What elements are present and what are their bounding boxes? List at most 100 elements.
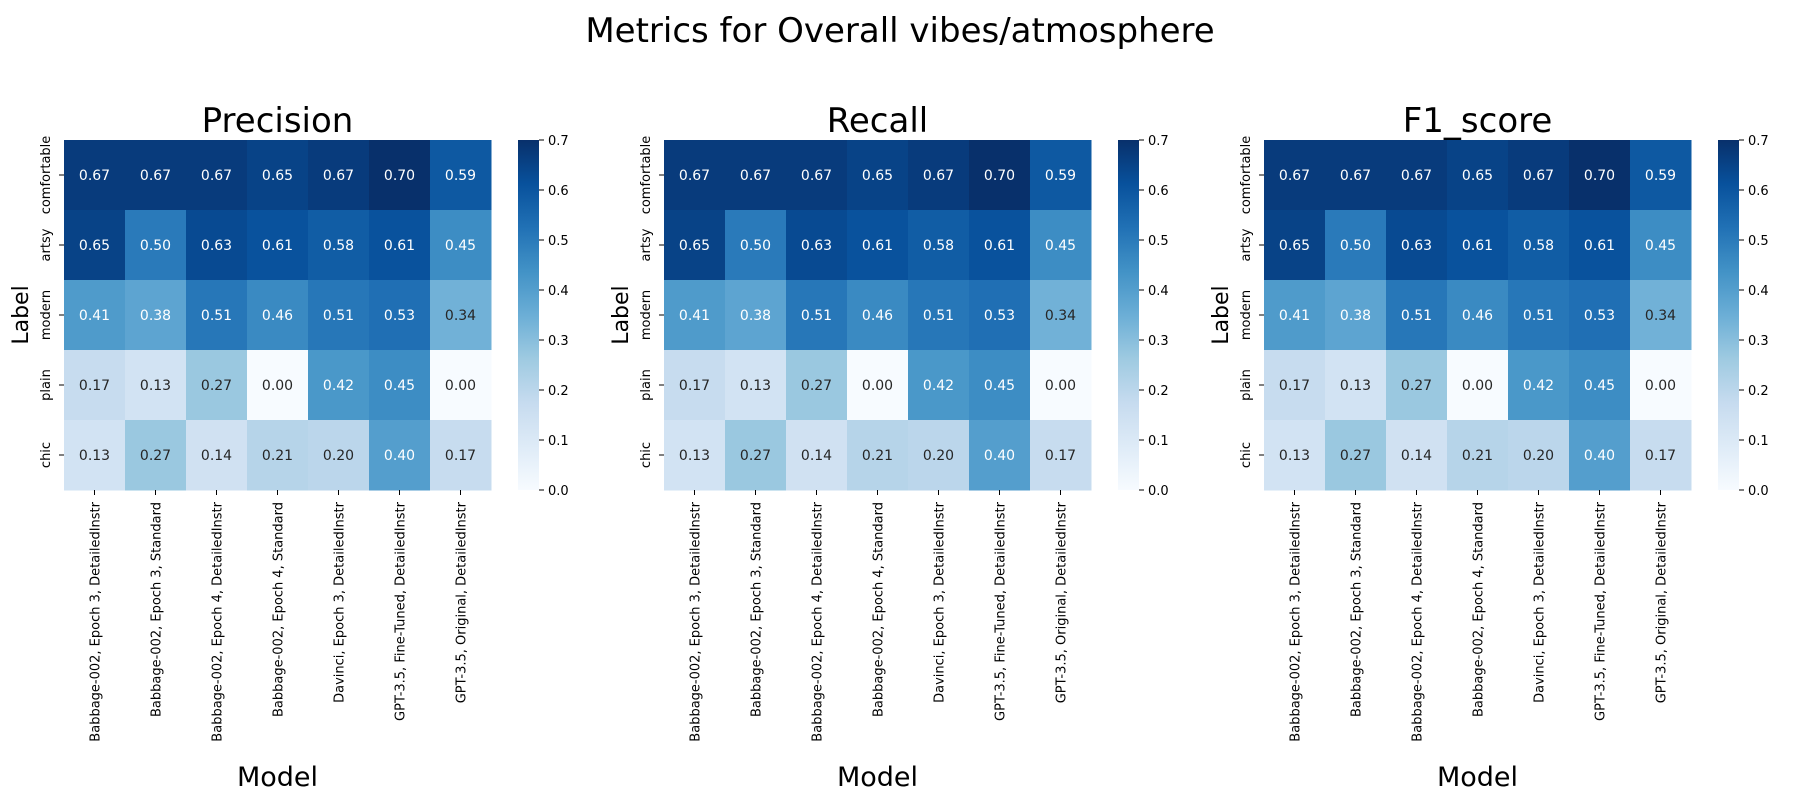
heatmap-cell xyxy=(308,210,370,281)
cell-value-label: 0.67 xyxy=(679,168,710,184)
cell-value-label: 0.38 xyxy=(140,308,171,324)
cell-value-label: 0.14 xyxy=(1401,448,1432,464)
cell-value-label: 0.61 xyxy=(984,238,1015,254)
cell-value-label: 0.21 xyxy=(862,448,893,464)
heatmap-cell xyxy=(1325,140,1387,211)
heatmap-cell xyxy=(969,210,1031,281)
heatmap-cell xyxy=(908,210,970,281)
y-tick-label: chic xyxy=(39,442,54,468)
cell-value-label: 0.59 xyxy=(1045,168,1076,184)
heatmap-cell xyxy=(725,140,787,211)
heatmap-cell xyxy=(664,350,726,421)
colorbar-tick-label: 0.3 xyxy=(1748,334,1769,349)
y-axis-label: Label xyxy=(609,285,634,344)
cell-value-label: 0.58 xyxy=(323,238,354,254)
heatmap-cell xyxy=(247,350,309,421)
colorbar-tick-label: 0.6 xyxy=(1748,184,1769,199)
cell-value-label: 0.53 xyxy=(1584,308,1615,324)
cell-value-label: 0.51 xyxy=(323,308,354,324)
y-tick-label: artsy xyxy=(39,228,54,261)
y-axis-label: Label xyxy=(9,285,34,344)
heatmap-cell xyxy=(969,350,1031,421)
x-tick-label: Babbage-002, Epoch 4, DetailedInstr xyxy=(811,501,826,741)
cell-value-label: 0.13 xyxy=(79,448,110,464)
cell-value-label: 0.61 xyxy=(1462,238,1493,254)
cell-value-label: 0.50 xyxy=(1340,238,1371,254)
cell-value-label: 0.17 xyxy=(679,378,710,394)
y-tick-label: comfortable xyxy=(639,136,654,215)
heatmap-cell xyxy=(969,140,1031,211)
heatmap-cell xyxy=(247,140,309,211)
cell-value-label: 0.67 xyxy=(1279,168,1310,184)
heatmap-cell xyxy=(369,350,431,421)
cell-value-label: 0.00 xyxy=(1045,378,1076,394)
heatmap-cell xyxy=(430,280,492,351)
heatmap-cell xyxy=(786,280,848,351)
cell-value-label: 0.40 xyxy=(1584,448,1615,464)
y-tick-label: plain xyxy=(39,369,54,401)
cell-value-label: 0.13 xyxy=(679,448,710,464)
cell-value-label: 0.61 xyxy=(1584,238,1615,254)
cell-value-label: 0.41 xyxy=(679,308,710,324)
colorbar-tick-label: 0.2 xyxy=(1148,384,1169,399)
panel-title: F1_score xyxy=(1403,101,1553,141)
cell-value-label: 0.34 xyxy=(445,308,476,324)
cell-value-label: 0.63 xyxy=(201,238,232,254)
heatmap-cell xyxy=(369,140,431,211)
cell-value-label: 0.50 xyxy=(140,238,171,254)
heatmap-cell xyxy=(664,420,726,491)
heatmap-cell xyxy=(1569,140,1631,211)
cell-value-label: 0.46 xyxy=(262,308,293,324)
heatmap-cell xyxy=(64,280,126,351)
y-tick-label: modern xyxy=(39,290,54,340)
cell-value-label: 0.67 xyxy=(1401,168,1432,184)
cell-value-label: 0.38 xyxy=(1340,308,1371,324)
heatmap-cell xyxy=(725,350,787,421)
cell-value-label: 0.27 xyxy=(1340,448,1371,464)
y-tick-label: artsy xyxy=(1239,228,1254,261)
cell-value-label: 0.58 xyxy=(1523,238,1554,254)
cell-value-label: 0.42 xyxy=(323,378,354,394)
heatmap-cell xyxy=(1386,350,1448,421)
heatmap-cell xyxy=(847,140,909,211)
cell-value-label: 0.65 xyxy=(1279,238,1310,254)
cell-value-label: 0.67 xyxy=(1523,168,1554,184)
heatmap-cell xyxy=(186,210,248,281)
y-axis-label: Label xyxy=(1209,285,1234,344)
cell-value-label: 0.27 xyxy=(1401,378,1432,394)
cell-value-label: 0.00 xyxy=(1645,378,1676,394)
cell-value-label: 0.40 xyxy=(384,448,415,464)
colorbar-tick-label: 0.1 xyxy=(1148,434,1169,449)
heatmap-cell xyxy=(1264,280,1326,351)
cell-value-label: 0.67 xyxy=(323,168,354,184)
heatmap-cell xyxy=(908,420,970,491)
heatmap-cell xyxy=(1447,420,1509,491)
colorbar xyxy=(1718,140,1739,490)
cell-value-label: 0.13 xyxy=(1340,378,1371,394)
heatmap-cell xyxy=(908,140,970,211)
heatmap-cell xyxy=(1386,210,1448,281)
heatmap-cell xyxy=(1569,420,1631,491)
cell-value-label: 0.20 xyxy=(923,448,954,464)
cell-value-label: 0.70 xyxy=(1584,168,1615,184)
cell-value-label: 0.13 xyxy=(740,378,771,394)
heatmap-cell xyxy=(1030,420,1092,491)
y-tick-label: plain xyxy=(639,369,654,401)
cell-value-label: 0.45 xyxy=(984,378,1015,394)
heatmap-cell xyxy=(64,140,126,211)
cell-value-label: 0.65 xyxy=(79,238,110,254)
cell-value-label: 0.27 xyxy=(140,448,171,464)
heatmap-cell xyxy=(725,210,787,281)
heatmap-cell xyxy=(847,420,909,491)
heatmap-cell xyxy=(369,210,431,281)
heatmap-cell xyxy=(186,420,248,491)
heatmap-cell xyxy=(308,350,370,421)
heatmap-cell xyxy=(1508,140,1570,211)
heatmap-cell xyxy=(847,350,909,421)
x-tick-label: Davinci, Epoch 3, DetailedInstr xyxy=(333,501,348,703)
cell-value-label: 0.51 xyxy=(801,308,832,324)
cell-value-label: 0.46 xyxy=(862,308,893,324)
colorbar-tick-label: 0.5 xyxy=(1148,234,1169,249)
colorbar-tick-label: 0.0 xyxy=(1148,484,1169,499)
